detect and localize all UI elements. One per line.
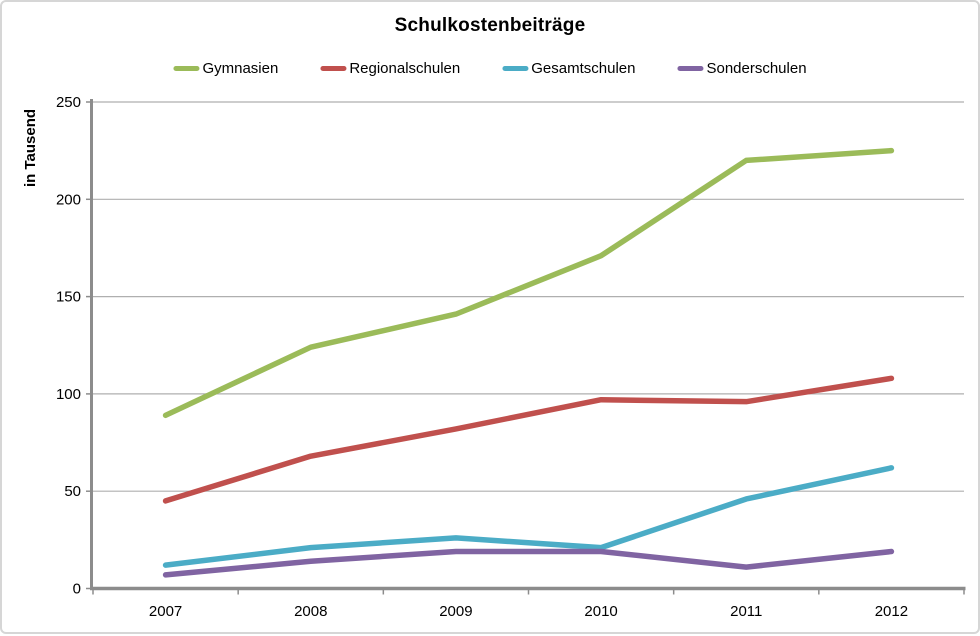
series-line-regionalschulen <box>162 375 895 504</box>
y-tick-label-250: 250 <box>56 94 81 111</box>
chart-title: Schulkostenbeiträge <box>394 15 586 36</box>
series-line-sonderschulen <box>162 548 895 578</box>
y-tick-label-50: 50 <box>64 483 81 500</box>
legend-marker-sonderschulen <box>677 66 704 71</box>
series-line-gesamtschulen <box>162 465 895 568</box>
x-tick-label-2011: 2011 <box>730 603 762 620</box>
x-tick-label-2009: 2009 <box>439 603 472 620</box>
x-tick-label-2010: 2010 <box>584 603 617 620</box>
legend-label: Regionalschulen <box>349 60 461 77</box>
legend-item-regionalschulen: Regionalschulen <box>320 60 460 77</box>
legend-item-gymnasien: Gymnasien <box>173 60 278 77</box>
legend-label: Sonderschulen <box>706 60 807 77</box>
y-tick-label-150: 150 <box>56 289 81 306</box>
x-tick-label-2012: 2012 <box>875 603 908 620</box>
y-tick-label-200: 200 <box>56 191 81 208</box>
chart-legend: Gymnasien Regionalschulen Gesamtschulen Son… <box>173 60 807 77</box>
series-line-gymnasien <box>162 147 895 419</box>
legend-item-gesamtschulen: Gesamtschulen <box>502 60 635 77</box>
legend-marker-gesamtschulen <box>502 66 529 71</box>
legend-label: Gesamtschulen <box>531 60 636 77</box>
legend-marker-gymnasien <box>173 66 200 71</box>
y-tick-label-100: 100 <box>56 386 81 403</box>
y-tick-label-0: 0 <box>73 581 81 598</box>
legend-label: Gymnasien <box>202 60 279 77</box>
legend-marker-regionalschulen <box>320 66 347 71</box>
x-tick-label-2008: 2008 <box>294 603 327 620</box>
legend-item-sonderschulen: Sonderschulen <box>677 60 807 77</box>
x-tick-label-2007: 2007 <box>149 603 182 620</box>
